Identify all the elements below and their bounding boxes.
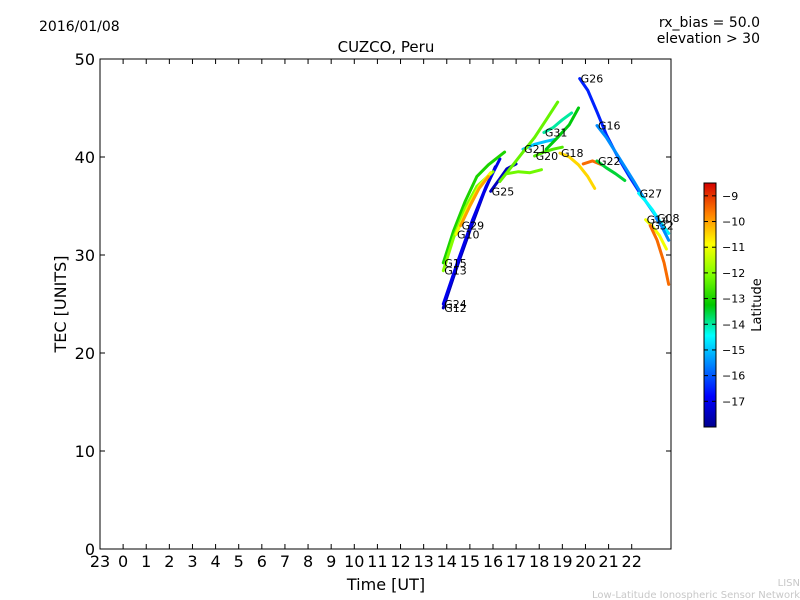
elevation-label: elevation > 30 [657,31,760,47]
x-tick-label: 10 [344,552,364,571]
series-label-g32: G32 [651,220,674,233]
x-tick-label: 21 [598,552,618,571]
series-line-g18 [558,151,597,190]
colorbar-tick-label: −14 [722,318,745,331]
x-tick-label: 3 [187,552,197,571]
x-tick-label: 7 [280,552,290,571]
colorbar-gradient [703,182,717,428]
series-label-g13: G13 [444,265,467,278]
x-tick-label: 6 [257,552,267,571]
series-line-gx1 [498,100,560,183]
colorbar-tick-label: −15 [722,344,745,357]
x-tick-label: 8 [303,552,313,571]
x-tick-label: 4 [210,552,220,571]
series-line-g14 [644,218,668,251]
y-tick-label: 40 [75,148,95,167]
y-axis-label: TEC [UNITS] [51,256,70,354]
x-tick-label: 20 [575,552,595,571]
date-label: 2016/01/08 [39,19,120,35]
series-label-g26: G26 [581,73,604,86]
y-tick-label: 30 [75,246,95,265]
x-tick-label: 12 [390,552,410,571]
x-tick-label: 23 [90,552,110,571]
series-line-g31 [542,111,574,134]
x-tick-label: 19 [552,552,572,571]
x-tick-label: 5 [234,552,244,571]
y-tick-label: 10 [75,442,95,461]
colorbar-tick-label: −13 [722,293,745,306]
series-line-g15 [441,150,507,265]
series-line-g27 [637,191,671,235]
series-label-g22: G22 [598,155,621,168]
colorbar-tick-label: −16 [722,370,745,383]
colorbar: −9 −10 −11 −12 −13 −14 −15 −16 −17 Latitude [703,182,765,428]
rx-bias-label: rx_bias = 50.0 [659,15,760,31]
x-tick-label: 16 [483,552,503,571]
series-line-g32 [648,224,671,286]
series-label-g10: G10 [457,228,480,241]
series-label-g14: G14 [647,214,670,227]
x-tick-label: 2 [164,552,174,571]
x-tick-label: 13 [413,552,433,571]
x-tick-label: 15 [460,552,480,571]
series-label-g25: G25 [492,185,515,198]
x-tick-label: 11 [367,552,387,571]
chart-title: CUZCO, Peru [338,38,435,56]
series-label-g08: G08 [657,212,680,225]
colorbar-tick-label: −11 [722,241,745,254]
x-tick-label: 17 [506,552,526,571]
series-label-g27: G27 [640,187,663,200]
series-line-g08 [654,216,671,242]
series-label-g20: G20 [536,150,559,163]
y-tick-label: 50 [75,50,95,69]
footer-logo-text: LISN [778,578,800,589]
series-label-g18: G18 [561,147,584,160]
colorbar-tick-label: −9 [722,190,738,203]
colorbar-tick-label: −10 [722,216,745,229]
x-tick-label: 9 [326,552,336,571]
x-tick-label: 22 [622,552,642,571]
x-tick-label: 1 [141,552,151,571]
x-tick-label: 14 [437,552,457,571]
series-label-g16: G16 [598,120,621,133]
series-label-g15: G15 [444,257,467,270]
series-line-gx2 [544,106,580,151]
series-line-g20 [533,145,564,158]
series-line-g24 [441,157,502,306]
y-tick-label: 0 [85,540,95,559]
y-tick-label: 20 [75,344,95,363]
x-axis: 23 0 1 2 3 4 5 6 7 8 9 10 11 12 13 14 15 16 17 18 19 20 21 22 [90,59,642,571]
plot-frame [99,58,672,550]
series-line-g22 [595,159,627,182]
footer-network-text: Low-Latitude Ionospheric Sensor Network [592,590,800,600]
series-label-g21: G21 [524,143,547,156]
y-axis: 0 10 20 30 40 50 [75,50,671,559]
colorbar-tick-label: −12 [722,267,745,280]
series-label-g12: G12 [444,302,467,315]
colorbar-label: Latitude [750,278,765,332]
series-label-g31: G31 [545,127,568,140]
colorbar-tick-label: −17 [722,395,745,408]
x-tick-label: 0 [118,552,128,571]
x-tick-label: 18 [529,552,549,571]
series-line-gx3 [505,168,543,176]
series-line-g29 [459,175,490,228]
x-axis-label: Time [UT] [346,575,425,594]
series-label-g29: G29 [462,220,485,233]
series-label-g24: G24 [444,298,467,311]
